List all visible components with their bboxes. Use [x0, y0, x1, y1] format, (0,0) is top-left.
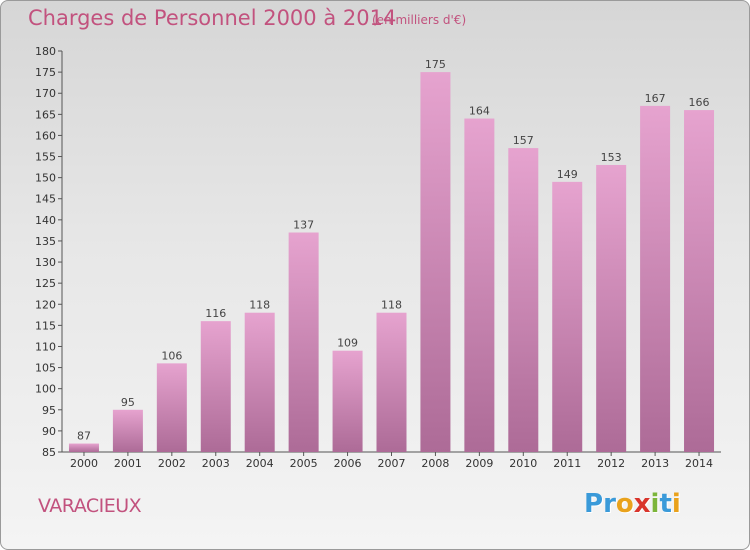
bar-2013[interactable]	[640, 105, 671, 452]
logo-letter: i	[671, 489, 681, 519]
y-axis-ticks: 85 90 95 100 105 110 115 120 125 130 135 140 145 150 1…	[35, 45, 62, 459]
x-tick-label-2005: 2005	[290, 457, 318, 470]
x-tick-label-2013: 2013	[641, 457, 669, 470]
value-label-2006: 109	[337, 337, 358, 350]
logo-letter: i	[650, 489, 660, 519]
value-label-2012: 153	[601, 151, 622, 164]
logo-letter: o	[615, 489, 634, 519]
bar-2001[interactable]	[112, 409, 143, 452]
x-tick-label-2000: 2000	[70, 457, 98, 470]
x-tick-label-2014: 2014	[685, 457, 713, 470]
value-label-2008: 175	[425, 58, 446, 71]
logo-letter: P	[584, 489, 604, 519]
value-label-2013: 167	[645, 92, 666, 105]
y-tick-label: 105	[35, 362, 56, 375]
y-tick-label: 170	[35, 87, 56, 100]
x-tick-label-2006: 2006	[334, 457, 362, 470]
value-label-2009: 164	[469, 105, 490, 118]
x-tick-label-2007: 2007	[378, 457, 406, 470]
proxiti-logo[interactable]: Proxiti	[584, 489, 681, 519]
value-label-2011: 149	[557, 168, 578, 181]
y-tick-label: 90	[42, 425, 56, 438]
value-label-2004: 118	[249, 299, 270, 312]
y-tick-label: 95	[42, 404, 56, 417]
bar-2003[interactable]	[200, 321, 231, 452]
value-label-2010: 157	[513, 134, 534, 147]
x-tick-label-2009: 2009	[465, 457, 493, 470]
value-label-2014: 166	[689, 96, 710, 109]
value-label-2005: 137	[293, 219, 314, 232]
commune-name: VARACIEUX	[38, 495, 142, 517]
x-tick-label-2012: 2012	[597, 457, 625, 470]
value-label-2001: 95	[121, 396, 135, 409]
bar-2006[interactable]	[332, 350, 363, 452]
bar-2014[interactable]	[684, 110, 715, 453]
y-tick-label: 160	[35, 129, 56, 142]
x-tick-label-2002: 2002	[158, 457, 186, 470]
bar-2009[interactable]	[464, 118, 495, 453]
y-tick-label: 175	[35, 66, 56, 79]
value-label-2002: 106	[161, 349, 182, 362]
y-tick-label: 140	[35, 214, 56, 227]
y-tick-label: 100	[35, 383, 56, 396]
value-label-2000: 87	[77, 430, 91, 443]
bar-2002[interactable]	[156, 363, 187, 452]
y-tick-label: 125	[35, 277, 56, 290]
value-label-2003: 116	[205, 307, 226, 320]
y-tick-label: 145	[35, 193, 56, 206]
bar-2011[interactable]	[552, 181, 583, 452]
x-tick-label-2010: 2010	[509, 457, 537, 470]
chart-title: Charges de Personnel 2000 à 2014	[28, 6, 397, 30]
bar-2010[interactable]	[508, 148, 539, 452]
chart-subtitle: (en milliers d'€)	[372, 13, 467, 27]
y-tick-label: 165	[35, 108, 56, 121]
y-tick-label: 150	[35, 172, 56, 185]
y-tick-label: 110	[35, 340, 56, 353]
y-tick-label: 180	[35, 45, 56, 58]
bar-2005[interactable]	[288, 232, 319, 452]
bar-2004[interactable]	[244, 312, 275, 452]
x-tick-label-2001: 2001	[114, 457, 142, 470]
x-axis-ticks: 2000 2001 2002 2003 2004 2005 2006 2007 2008 2009…	[70, 452, 713, 470]
x-tick-label-2003: 2003	[202, 457, 230, 470]
logo-letter: t	[659, 489, 672, 519]
bar-2012[interactable]	[596, 164, 627, 452]
x-tick-label-2011: 2011	[553, 457, 581, 470]
y-tick-label: 135	[35, 235, 56, 248]
logo-letter: x	[633, 489, 651, 519]
y-tick-label: 155	[35, 151, 56, 164]
logo-letter: r	[603, 489, 616, 519]
y-tick-label: 85	[42, 446, 56, 459]
bar-2008[interactable]	[420, 72, 451, 453]
bar-2000[interactable]	[68, 443, 99, 452]
bars-group: 87 95 106 116 118 137 109 118 175 164 157 149 153 167…	[68, 58, 715, 453]
x-tick-label-2008: 2008	[421, 457, 449, 470]
y-tick-label: 115	[35, 319, 56, 332]
bar-2007[interactable]	[376, 312, 407, 452]
x-tick-label-2004: 2004	[246, 457, 274, 470]
value-label-2007: 118	[381, 299, 402, 312]
y-tick-label: 130	[35, 256, 56, 269]
y-tick-label: 120	[35, 298, 56, 311]
